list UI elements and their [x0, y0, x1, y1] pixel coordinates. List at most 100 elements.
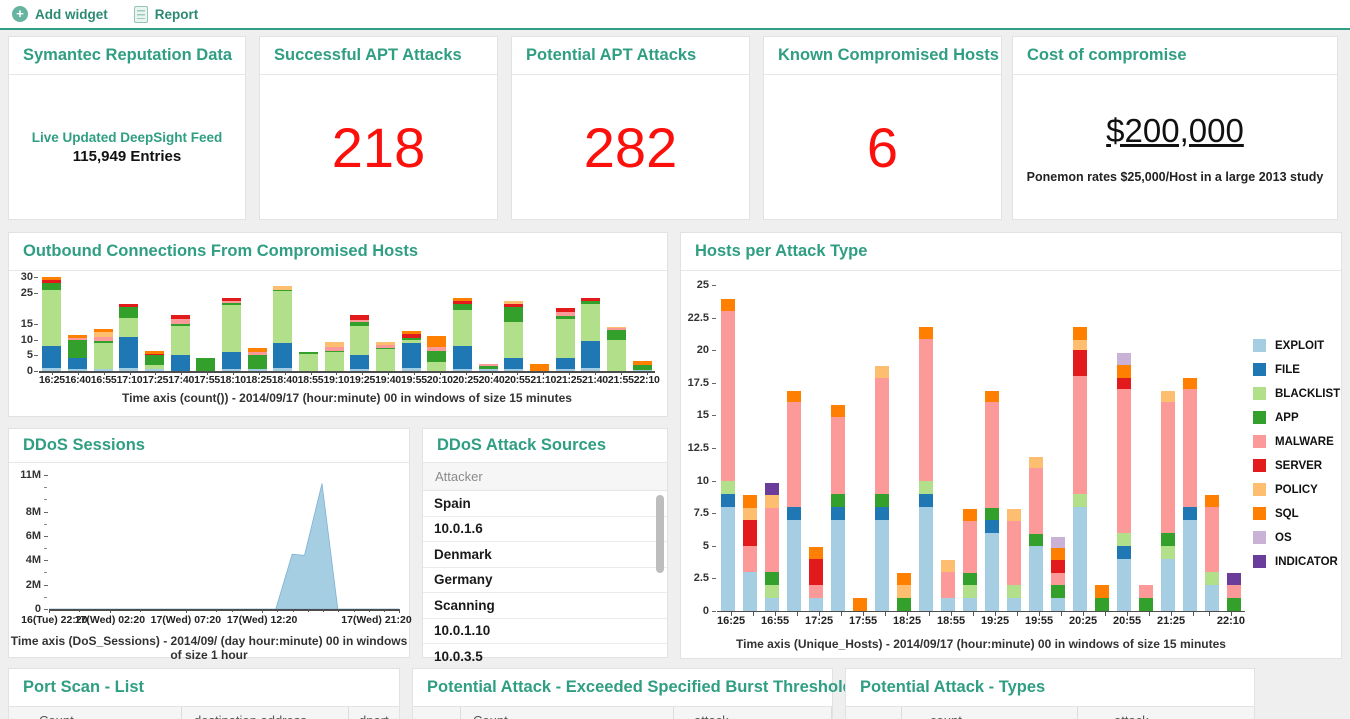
stacked-bar-18:25[interactable]	[897, 285, 911, 611]
stacked-bar-17:10[interactable]	[119, 277, 139, 371]
bar-segment-exploit	[721, 506, 735, 611]
stacked-bar-17:25[interactable]	[809, 285, 823, 611]
stacked-bar-16:40[interactable]	[743, 285, 757, 611]
column-header[interactable]: dport	[349, 707, 399, 719]
stacked-bar-22:10[interactable]	[1227, 285, 1241, 611]
legend-item-exploit[interactable]: EXPLOIT	[1253, 339, 1340, 352]
stacked-bar-20:55[interactable]	[504, 277, 524, 371]
legend-item-indicator[interactable]: INDICATOR	[1253, 555, 1340, 568]
attacker-column-header[interactable]: Attacker	[423, 463, 667, 491]
x-axis-minor-tick	[307, 609, 309, 612]
attacker-row[interactable]: 10.0.3.5	[423, 644, 667, 670]
bar-segment-green	[376, 347, 396, 350]
chart-title: Hosts per Attack Type	[695, 242, 868, 260]
bar-segment-blacklist	[1205, 571, 1219, 585]
stacked-bar-18:40[interactable]	[919, 285, 933, 611]
bar-segment-green	[555, 316, 575, 320]
report-button[interactable]: Report	[133, 5, 198, 23]
x-axis-label: 17:25	[805, 612, 833, 627]
stacked-bar-16:25[interactable]	[721, 285, 735, 611]
stacked-bar-18:40[interactable]	[273, 277, 293, 371]
bar-segment-sql	[1051, 548, 1065, 561]
bar-slot	[373, 277, 399, 371]
stacked-bar-21:40[interactable]	[581, 277, 601, 371]
stacked-bar-21:25[interactable]	[1161, 285, 1175, 611]
attacker-row[interactable]: Denmark	[423, 542, 667, 568]
stacked-bar-20:10[interactable]	[427, 277, 447, 371]
stacked-bar-19:10[interactable]	[324, 277, 344, 371]
column-header[interactable]: Count	[9, 707, 182, 719]
stacked-bar-17:10[interactable]	[787, 285, 801, 611]
x-axis-label: 16:40	[65, 371, 91, 386]
stacked-bar-20:40[interactable]	[1095, 285, 1109, 611]
stacked-bar-18:10[interactable]	[875, 285, 889, 611]
attacker-row[interactable]: 10.0.1.10	[423, 619, 667, 644]
stacked-bar-22:10[interactable]	[632, 277, 652, 371]
stacked-bar-17:40[interactable]	[831, 285, 845, 611]
stacked-bar-19:40[interactable]	[1007, 285, 1021, 611]
stacked-bar-18:55[interactable]	[941, 285, 955, 611]
stacked-bar-17:40[interactable]	[170, 277, 190, 371]
stacked-bar-19:55[interactable]	[1029, 285, 1043, 611]
legend-item-file[interactable]: FILE	[1253, 363, 1340, 376]
legend-item-app[interactable]: APP	[1253, 411, 1340, 424]
legend-item-policy[interactable]: POLICY	[1253, 483, 1340, 496]
stacked-bar-21:25[interactable]	[555, 277, 575, 371]
stacked-bar-16:55[interactable]	[765, 285, 779, 611]
column-header[interactable]: count	[902, 707, 1078, 719]
legend-item-blacklist[interactable]: BLACKLIST	[1253, 387, 1340, 400]
legend-label: EXPLOIT	[1275, 339, 1325, 352]
attacker-row[interactable]: 10.0.1.6	[423, 517, 667, 542]
stacked-bar-19:25[interactable]	[985, 285, 999, 611]
stacked-bar-21:10[interactable]	[1139, 285, 1153, 611]
attacker-row[interactable]: Spain	[423, 491, 667, 517]
bar-segment-lightorange	[93, 331, 113, 337]
bar-slot	[424, 277, 450, 371]
stacked-bar-18:10[interactable]	[222, 277, 242, 371]
y-axis-tick	[712, 480, 716, 482]
stacked-bar-16:40[interactable]	[68, 277, 87, 371]
column-header[interactable]: attack	[1078, 707, 1254, 719]
stacked-bar-18:25[interactable]	[247, 277, 267, 371]
stacked-bar-20:55[interactable]	[1117, 285, 1131, 611]
bar-segment-green	[478, 366, 498, 370]
column-header[interactable]: destination address	[182, 707, 349, 719]
x-axis-tick	[1208, 612, 1210, 616]
legend-item-server[interactable]: SERVER	[1253, 459, 1340, 472]
stacked-bar-18:55[interactable]	[299, 277, 319, 371]
add-widget-label: Add widget	[35, 6, 108, 22]
stacked-bar-20:25[interactable]	[1073, 285, 1087, 611]
legend-item-sql[interactable]: SQL	[1253, 507, 1340, 520]
stacked-bar-20:40[interactable]	[478, 277, 498, 371]
add-widget-button[interactable]: + Add widget	[12, 6, 108, 22]
stacked-bar-17:55[interactable]	[196, 277, 216, 371]
legend-item-malware[interactable]: MALWARE	[1253, 435, 1340, 448]
column-header[interactable]: attack	[674, 707, 832, 719]
stacked-bar-19:25[interactable]	[350, 277, 370, 371]
attacker-row[interactable]: Scanning	[423, 593, 667, 619]
column-header[interactable]	[846, 707, 902, 719]
attacker-row[interactable]: Germany	[423, 568, 667, 593]
bar-segment-lightblue	[222, 368, 242, 371]
y-axis-tick	[712, 545, 716, 547]
stacked-bar-21:55[interactable]	[607, 277, 627, 371]
stacked-bar-16:25[interactable]	[42, 277, 62, 371]
stacked-bar-16:55[interactable]	[93, 277, 113, 371]
column-header[interactable]: Count	[461, 707, 674, 719]
stacked-bar-19:10[interactable]	[963, 285, 977, 611]
stacked-bar-21:40[interactable]	[1183, 285, 1197, 611]
card-title: Cost of compromise	[1027, 46, 1187, 64]
stacked-bar-17:55[interactable]	[853, 285, 867, 611]
stacked-bar-19:55[interactable]	[401, 277, 421, 371]
stacked-bar-21:55[interactable]	[1205, 285, 1219, 611]
legend-item-os[interactable]: OS	[1253, 531, 1340, 544]
stacked-bar-20:10[interactable]	[1051, 285, 1065, 611]
bar-segment-exploit	[941, 597, 955, 611]
stacked-bar-17:25[interactable]	[145, 277, 165, 371]
stacked-bar-19:40[interactable]	[376, 277, 396, 371]
cost-value-link[interactable]: $200,000	[1106, 111, 1244, 149]
scrollbar-thumb[interactable]	[656, 495, 664, 573]
stacked-bar-21:10[interactable]	[530, 277, 550, 371]
stacked-bar-20:25[interactable]	[453, 277, 473, 371]
column-header[interactable]	[413, 707, 461, 719]
